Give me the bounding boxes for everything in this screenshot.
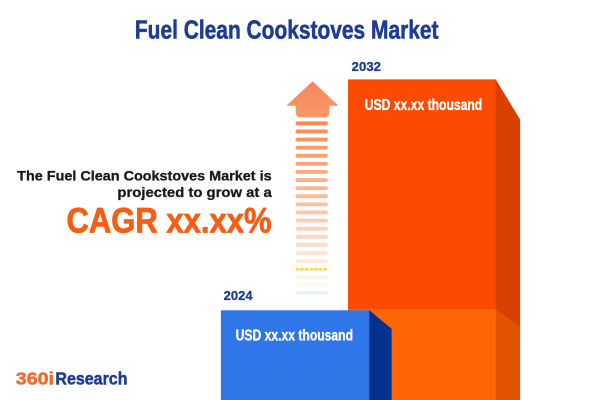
svg-text:Fuel Clean Cookstoves Market: Fuel Clean Cookstoves Market bbox=[135, 16, 439, 44]
svg-text:2024: 2024 bbox=[224, 289, 253, 303]
svg-text:USD xx.xx thousand: USD xx.xx thousand bbox=[365, 97, 482, 114]
svg-text:The Fuel Clean Cookstoves Mark: The Fuel Clean Cookstoves Market is bbox=[17, 169, 271, 185]
svg-text:2032: 2032 bbox=[352, 60, 381, 74]
svg-text:projected to grow at a: projected to grow at a bbox=[117, 185, 272, 201]
svg-text:360i: 360i bbox=[16, 369, 54, 389]
svg-text:Research: Research bbox=[55, 369, 127, 389]
svg-text:USD xx.xx thousand: USD xx.xx thousand bbox=[236, 328, 353, 345]
svg-text:CAGR xx.xx%: CAGR xx.xx% bbox=[67, 202, 272, 241]
